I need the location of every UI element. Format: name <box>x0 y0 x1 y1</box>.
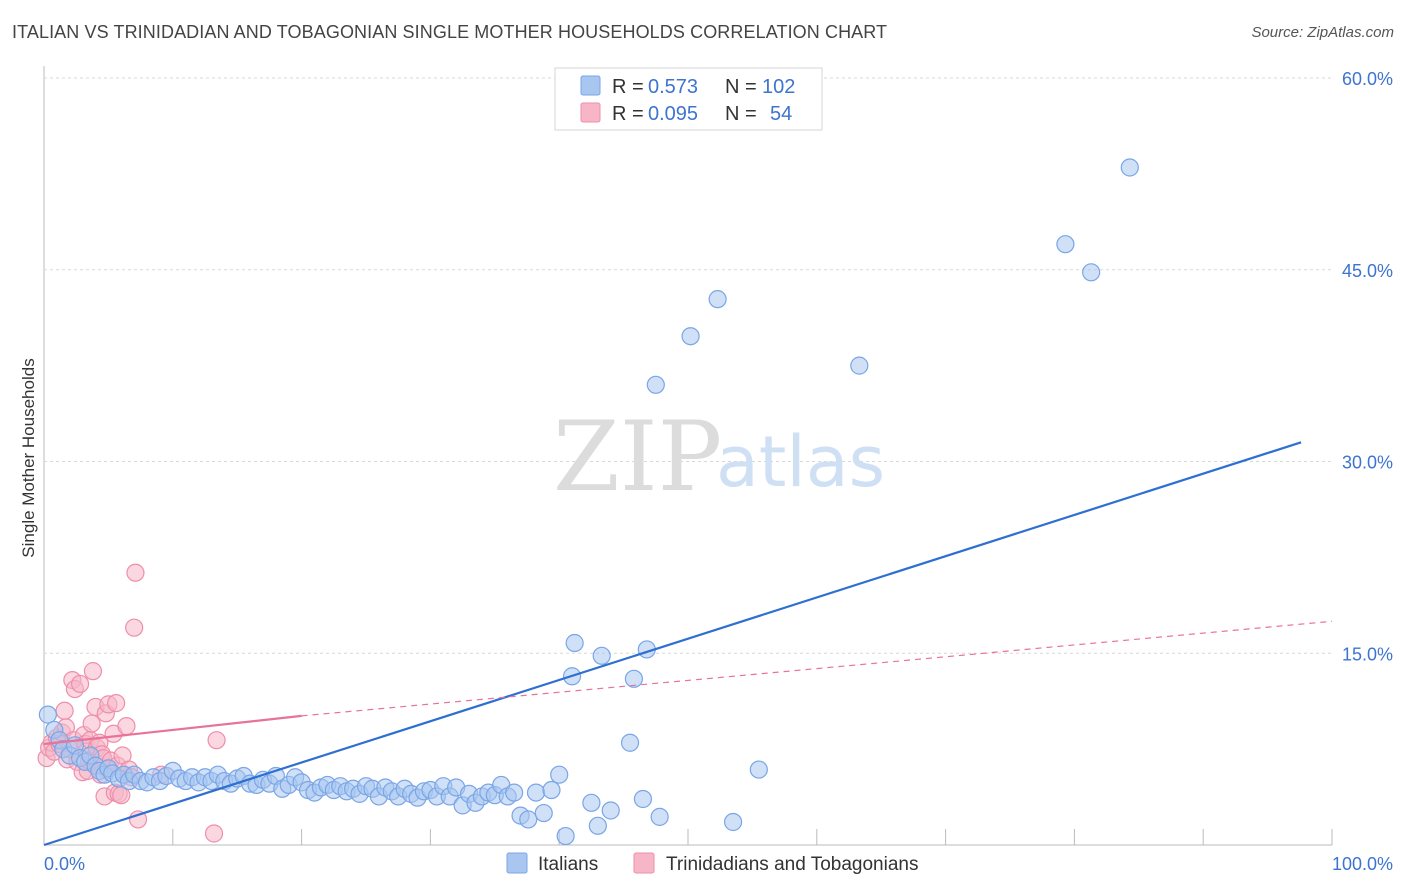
trinidadians-trend-line-extension <box>301 620 1333 717</box>
watermark-zip: ZIP <box>553 401 722 513</box>
legend-r-label-1: R = <box>612 76 644 98</box>
italians-point-88 <box>592 646 611 665</box>
italians-point-94 <box>646 375 665 394</box>
italians-trend-line <box>43 441 1302 847</box>
italians-point-76 <box>505 783 524 802</box>
y-tick-labels: 15.0% 30.0% 45.0% 60.0% <box>1342 69 1393 664</box>
italians-point-89 <box>601 801 620 820</box>
italians-point-0 <box>38 705 57 724</box>
watermark-atlas: atlas <box>716 421 885 503</box>
legend-n-label-2: N = <box>725 103 757 125</box>
italians-point-100 <box>850 356 869 375</box>
y-tick-label-3: 60.0% <box>1342 69 1393 89</box>
y-tick-label-2: 45.0% <box>1342 261 1393 281</box>
italians-point-87 <box>588 816 607 835</box>
y-tick-label-0: 15.0% <box>1342 644 1393 664</box>
italians-point-98 <box>723 812 743 832</box>
italians-point-92 <box>633 789 653 809</box>
legend-n-value-2: 54 <box>770 103 792 125</box>
trinidadians-point-24 <box>83 662 103 681</box>
italians-point-81 <box>542 780 561 800</box>
bottom-legend-swatch-trinidadians <box>633 852 655 874</box>
italians-point-102 <box>1082 263 1101 282</box>
trinidadians-point-48 <box>125 618 144 637</box>
italians-point-101 <box>1056 235 1075 254</box>
grid-layer <box>44 77 1332 654</box>
italians-point-103 <box>1120 158 1139 177</box>
legend-r-label-2: R = <box>612 103 644 125</box>
italians-point-90 <box>620 733 640 752</box>
italians-point-85 <box>565 633 584 653</box>
trinidadians-point-52 <box>204 824 224 843</box>
italians-point-96 <box>681 327 700 346</box>
x-tick-labels: 0.0% 100.0% <box>44 854 1393 874</box>
legend-n-value-1: 102 <box>762 76 795 98</box>
y-axis-label: Single Mother Households <box>19 358 38 557</box>
x-ticks-layer <box>172 829 1333 845</box>
trinidadians-point-15 <box>70 674 90 694</box>
bottom-legend-swatch-italians <box>506 852 528 874</box>
italians-point-80 <box>534 803 553 823</box>
trinidadians-point-23 <box>82 714 101 733</box>
legend-swatch-trinidadians <box>580 102 601 123</box>
bottom-legend-label-italians: Italians <box>538 854 598 875</box>
italians-point-82 <box>550 765 569 784</box>
bottom-legend-label-trinidadians: Trinidadians and Tobagonians <box>666 854 918 875</box>
bottom-legend: Italians Trinidadians and Tobagonians <box>506 852 918 875</box>
legend-r-value-1: 0.573 <box>648 76 698 98</box>
italians-point-91 <box>624 669 644 688</box>
trinidadians-point-7 <box>55 701 74 720</box>
trinidadians-point-45 <box>117 717 136 736</box>
trinidadians-point-49 <box>126 563 145 582</box>
italians-point-78 <box>519 810 538 829</box>
italians-point-97 <box>708 290 727 309</box>
trinidadians-point-39 <box>107 694 126 713</box>
x-tick-label-0: 0.0% <box>44 854 85 874</box>
italians-point-95 <box>650 807 669 826</box>
trinidadians-trend-line <box>43 714 302 746</box>
legend-swatch-italians <box>580 75 601 96</box>
x-tick-label-1: 100.0% <box>1332 854 1393 874</box>
legend-n-label-1: N = <box>725 76 757 98</box>
italians-point-99 <box>749 760 768 779</box>
source-label: Source: ZipAtlas.com <box>1251 24 1394 41</box>
trinidadians-point-53 <box>207 731 226 750</box>
italians-point-86 <box>582 793 601 812</box>
italians-point-83 <box>556 826 575 846</box>
y-tick-label-1: 30.0% <box>1342 453 1393 473</box>
trend-layer <box>43 441 1333 847</box>
chart-title: ITALIAN VS TRINIDADIAN AND TOBAGONIAN SI… <box>12 22 888 42</box>
legend-r-value-2: 0.095 <box>648 103 698 125</box>
legend: R = 0.573 N = 102 R = 0.095 N = 54 <box>554 67 823 131</box>
italians-point-79 <box>526 783 546 802</box>
